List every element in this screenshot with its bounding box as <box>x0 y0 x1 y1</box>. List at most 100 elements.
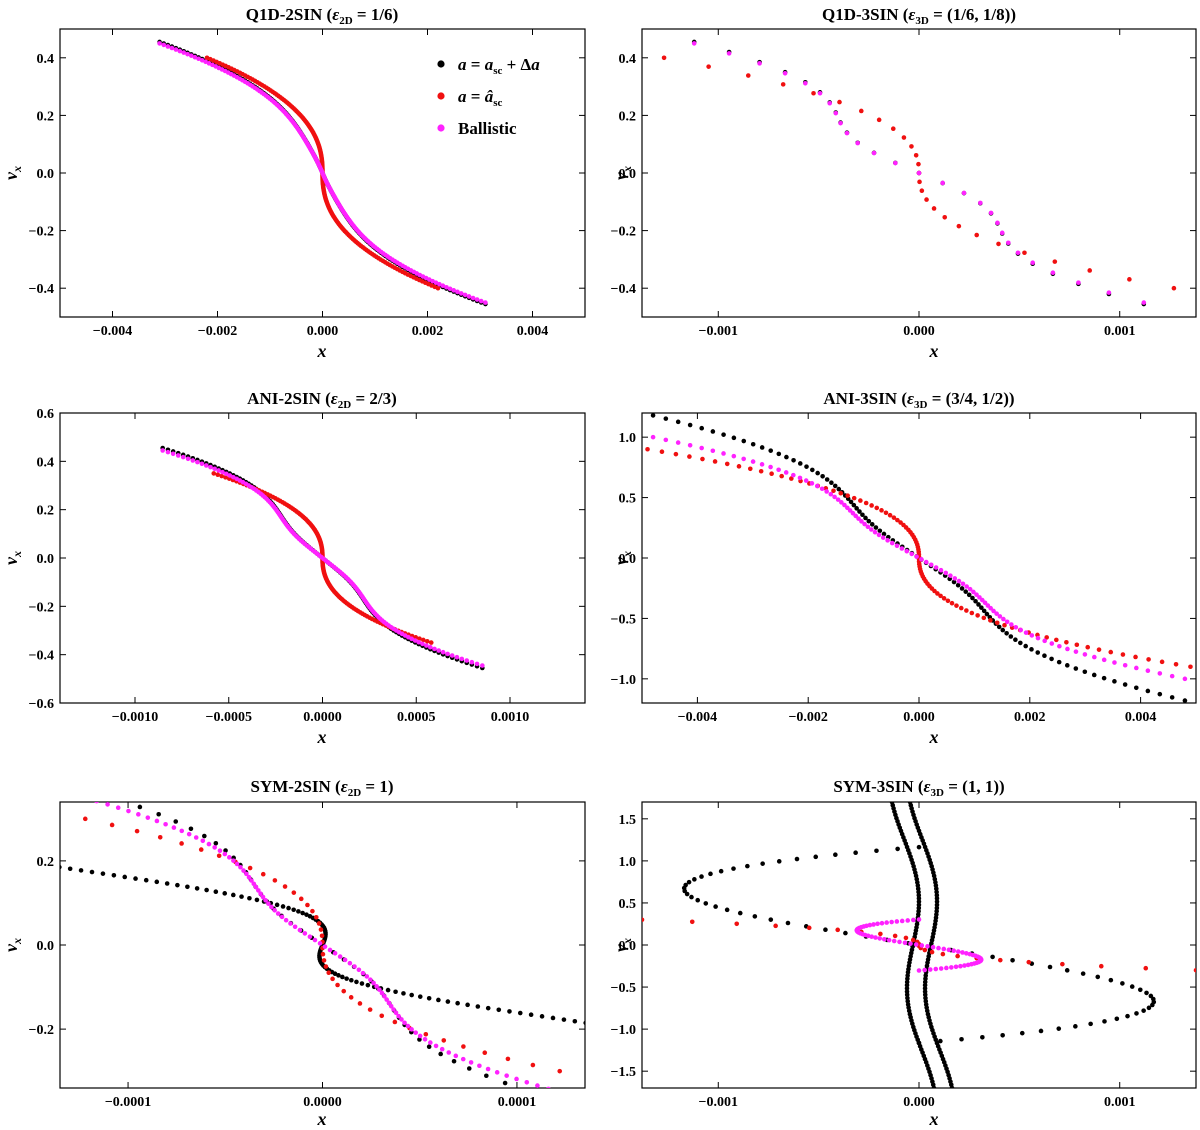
data-point-red <box>435 285 441 291</box>
data-point-red <box>892 933 898 939</box>
data-point-magenta <box>317 941 323 946</box>
data-point-magenta <box>922 967 927 973</box>
y-tick-label: −1.0 <box>611 673 636 688</box>
data-point-black <box>605 1024 610 1029</box>
panel-title: SYM-3SIN (ε3D = (1, 1)) <box>833 777 1004 799</box>
data-point-red <box>367 1007 373 1012</box>
data-point-red <box>1146 657 1151 662</box>
data-point-magenta <box>988 605 993 611</box>
data-point-black <box>1102 1019 1107 1024</box>
data-point-black <box>904 986 910 991</box>
data-point-red <box>910 937 916 943</box>
data-point-red <box>82 816 88 822</box>
data-point-magenta <box>977 595 982 600</box>
data-point-magenta <box>782 71 788 76</box>
data-point-magenta <box>181 50 187 55</box>
data-point-black <box>741 438 747 444</box>
y-tick-label: 0.2 <box>37 504 55 519</box>
data-point-magenta <box>494 1070 500 1075</box>
data-point-black <box>959 1036 964 1042</box>
data-point-magenta <box>524 1079 530 1085</box>
data-point-red <box>291 890 297 895</box>
data-point-black <box>156 811 161 817</box>
data-point-black <box>784 454 789 460</box>
data-point-magenta <box>978 200 983 206</box>
data-point-magenta <box>179 828 185 834</box>
data-point-red <box>379 1013 385 1019</box>
data-point-magenta <box>439 1046 445 1052</box>
data-point-black <box>95 790 100 795</box>
y-tick-label: 0.0 <box>619 939 637 954</box>
data-point-black <box>222 891 228 896</box>
data-point-black <box>955 582 961 588</box>
data-point-black <box>173 819 179 824</box>
data-point-red <box>1044 635 1049 640</box>
data-point-black <box>223 848 228 853</box>
data-point-magenta <box>1182 676 1188 682</box>
data-point-black <box>869 522 875 527</box>
data-point-black <box>204 887 209 893</box>
data-point-magenta <box>391 1007 396 1012</box>
data-point-black <box>300 910 305 916</box>
panel-title: SYM-2SIN (ε2D = 1) <box>250 777 393 799</box>
data-point-black <box>119 802 120 803</box>
data-point-red <box>736 464 742 469</box>
data-point-magenta <box>839 500 844 505</box>
data-point-black <box>721 432 726 437</box>
x-tick-label: 0.0001 <box>498 1095 537 1110</box>
data-point-black <box>517 1010 523 1016</box>
data-point-magenta <box>902 940 908 946</box>
data-point-magenta <box>212 845 217 850</box>
data-point-red <box>913 152 919 158</box>
data-point-magenta <box>356 967 362 973</box>
legend-marker-black <box>437 60 445 68</box>
data-point-magenta <box>853 513 858 519</box>
x-tick-label: 0.0000 <box>303 710 342 725</box>
data-point-magenta <box>962 963 967 968</box>
data-point-magenta <box>964 584 969 589</box>
y-tick-label: −0.5 <box>611 981 636 996</box>
data-point-red <box>988 618 993 623</box>
data-point-magenta <box>422 1036 428 1042</box>
data-point-red <box>421 637 426 643</box>
data-point-magenta <box>879 920 885 926</box>
data-point-magenta <box>477 1063 482 1069</box>
data-point-magenta <box>200 838 206 844</box>
data-point-red <box>661 55 667 61</box>
data-point-magenta <box>446 1050 452 1055</box>
data-point-black <box>213 889 219 894</box>
legend-label-red: a = âsc <box>458 87 502 109</box>
data-point-magenta <box>154 818 160 824</box>
data-point-magenta <box>432 646 437 652</box>
data-point-magenta <box>220 469 225 475</box>
data-point-red <box>745 73 751 78</box>
data-point-black <box>996 624 1002 630</box>
data-point-black <box>417 994 423 999</box>
y-tick-label: 0.2 <box>37 855 55 870</box>
x-tick-label: 0.0010 <box>491 710 530 725</box>
data-point-red <box>642 917 645 923</box>
data-point-magenta <box>951 948 957 954</box>
data-point-red <box>769 471 774 476</box>
data-point-magenta <box>451 288 457 293</box>
x-tick-label: 0.004 <box>1125 710 1157 725</box>
data-point-magenta <box>835 497 841 502</box>
data-point-black <box>525 1087 526 1088</box>
panel-title: Q1D-3SIN (ε3D = (1/6, 1/8)) <box>822 5 1016 27</box>
x-tick-label: 0.0000 <box>303 1095 342 1110</box>
data-point-black <box>307 914 313 919</box>
data-point-black <box>833 852 838 858</box>
data-point-red <box>223 475 228 480</box>
data-point-magenta <box>964 951 969 956</box>
data-point-magenta <box>869 527 874 532</box>
data-point-red <box>316 921 322 926</box>
data-point-magenta <box>914 554 919 559</box>
x-tick-label: 0.000 <box>903 324 935 339</box>
panel-ani-3sin: ANI-3SIN (ε3D = (3/4, 1/2)) −0.004 −0.002… <box>611 389 1197 747</box>
data-point-magenta <box>1145 668 1151 673</box>
data-point-black <box>1082 669 1088 675</box>
data-point-magenta <box>173 47 179 52</box>
data-point-black <box>1095 974 1101 980</box>
data-point-magenta <box>1082 652 1088 657</box>
